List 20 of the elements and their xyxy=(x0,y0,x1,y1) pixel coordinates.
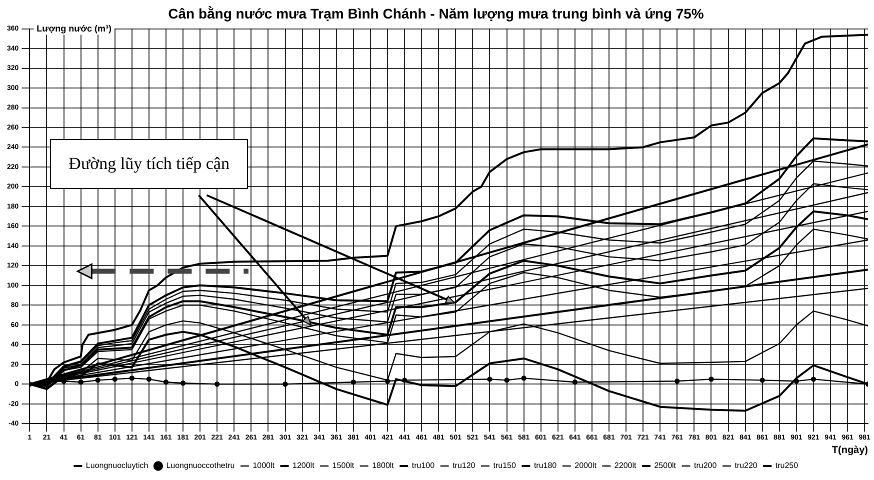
legend-label: tru120 xyxy=(452,461,476,470)
legend-label: Luongnuoccothetru xyxy=(166,461,235,470)
annotation: Đường lũy tích tiếp cận xyxy=(50,139,248,190)
y-axis-title: Lượng nước (m³) xyxy=(36,23,112,34)
x-axis-title: T(ngày) xyxy=(832,444,868,456)
legend-label: tru150 xyxy=(493,461,516,470)
legend-label: tru220 xyxy=(734,461,758,470)
legend-label: tru180 xyxy=(534,461,558,470)
legend-label: tru100 xyxy=(412,461,436,470)
legend-label: tru250 xyxy=(775,461,799,470)
legend-label: tru200 xyxy=(694,461,718,470)
legend-label: 1000lt xyxy=(252,461,276,470)
legend-label: 2200lt xyxy=(614,461,637,470)
legend-label: Luongnuocluytich xyxy=(86,461,148,470)
legend-label: 2500lt xyxy=(654,461,677,470)
legend-label: 1200lt xyxy=(292,461,316,470)
legend-label: 2000lt xyxy=(574,461,598,470)
chart-title: Cân bằng nước mưa Trạm Bình Chánh - Năm lượng mưa trung bình và ứng 75% xyxy=(168,5,704,22)
legend-label: 1500lt xyxy=(332,461,355,470)
legend-label: 1800lt xyxy=(372,461,395,470)
